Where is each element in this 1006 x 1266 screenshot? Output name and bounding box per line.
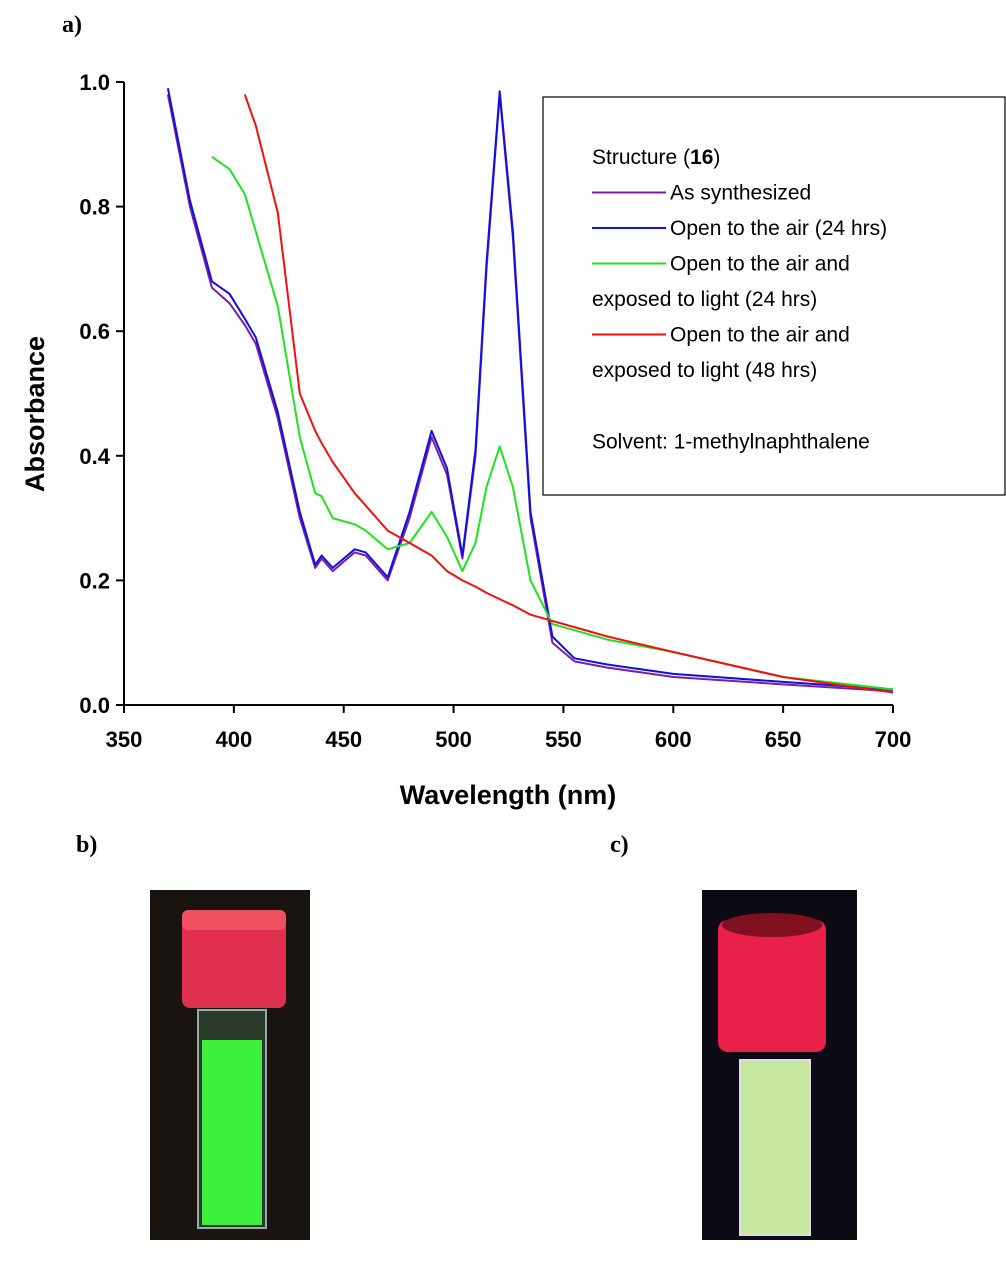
x-tick-label: 550: [545, 727, 582, 752]
legend-label: Open to the air and exposed to light (48 …: [592, 324, 850, 383]
x-tick-label: 650: [765, 727, 802, 752]
x-tick-label: 600: [655, 727, 692, 752]
series-line: [243, 94, 894, 694]
legend: Structure (16) As synthesized Open to the …: [592, 146, 887, 454]
y-tick-label: 0.0: [79, 693, 110, 718]
photo: [150, 890, 310, 1240]
x-tick-label: 350: [106, 727, 143, 752]
panel-label: c): [610, 832, 629, 858]
legend-title-part: Structure (: [592, 146, 690, 169]
x-tick-label: 450: [325, 727, 362, 752]
legend-box: [542, 96, 1006, 496]
legend-label: As synthesized: [670, 182, 811, 205]
series-line: [211, 155, 894, 691]
x-tick-label: 400: [215, 727, 252, 752]
x-tick-label: 500: [435, 727, 472, 752]
x-tick-label: 700: [875, 727, 912, 752]
y-tick-label: 0.6: [79, 319, 110, 344]
legend-title-part: 16: [690, 146, 713, 169]
photo: [702, 890, 857, 1240]
y-axis-title: Absorbance: [20, 336, 50, 492]
series-line: [166, 93, 894, 693]
y-tick-label: 0.8: [79, 195, 110, 220]
plot: 0.0 0.2 0.4 0.6 0.8 1.0 350 400 450 500 550 600 650 7…: [79, 70, 911, 752]
series-line: [166, 88, 894, 691]
y-tick-label: 1.0: [79, 70, 110, 95]
y-tick-label: 0.4: [79, 444, 110, 469]
legend-title-part: ): [713, 146, 720, 169]
x-axis-title: Wavelength (nm): [400, 780, 617, 810]
y-tick-label: 0.2: [79, 568, 110, 593]
panel-label: a): [62, 12, 82, 38]
legend-title: Structure (16): [592, 146, 720, 169]
legend-label: Open to the air (24 hrs): [670, 217, 887, 240]
legend-label: Open to the air and exposed to light (24 …: [592, 253, 850, 312]
panel-label: b): [76, 832, 97, 858]
annotation: Solvent: 1-methylnaphthalene: [592, 431, 870, 454]
